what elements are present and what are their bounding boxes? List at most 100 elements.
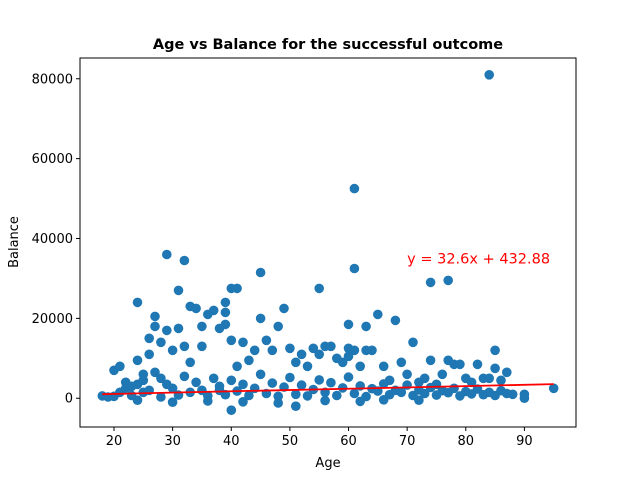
- scatter-point: [220, 307, 231, 318]
- regression-equation-label: y = 32.6x + 432.88: [407, 251, 550, 267]
- scatter-point: [378, 361, 389, 372]
- scatter-point: [472, 359, 483, 370]
- scatter-point: [267, 345, 278, 356]
- x-axis-ticks: 20 30 40 50 60 70 80 90: [106, 427, 533, 449]
- scatter-point: [314, 283, 325, 294]
- scatter-point: [455, 359, 465, 370]
- scatter-point: [150, 367, 160, 378]
- scatter-point: [115, 361, 125, 372]
- scatter-point: [226, 405, 237, 416]
- scatter-point: [502, 388, 512, 399]
- scatter-point: [173, 285, 184, 296]
- scatter-point: [179, 255, 190, 266]
- scatter-point: [291, 389, 301, 400]
- scatter-point: [285, 343, 295, 354]
- scatter-point: [232, 283, 242, 294]
- scatter-point: [337, 383, 348, 393]
- scatter-point: [296, 380, 307, 390]
- scatter-point: [156, 392, 166, 402]
- scatter-point: [425, 277, 436, 288]
- scatter-point: [138, 375, 149, 386]
- scatter-point: [437, 369, 448, 380]
- scatter-point: [238, 397, 248, 407]
- scatter-point: [402, 380, 412, 390]
- scatter-point: [419, 388, 430, 399]
- y-axis-ticks: 0 20000 40000 60000 80000: [32, 72, 80, 407]
- scatter-point: [132, 355, 143, 366]
- x-tick-label: 60: [340, 434, 357, 449]
- scatter-point: [378, 395, 389, 405]
- scatter-point: [220, 319, 231, 330]
- scatter-point: [332, 390, 342, 401]
- scatter-point: [396, 387, 407, 398]
- scatter-point: [132, 395, 143, 406]
- scatter-point: [191, 303, 201, 314]
- scatter-point: [162, 249, 172, 260]
- scatter-point: [255, 313, 266, 324]
- scatter-point: [337, 357, 348, 368]
- scatter-point: [150, 311, 160, 322]
- scatter-point: [302, 361, 313, 372]
- scatter-point: [443, 275, 454, 286]
- scatter-point: [314, 375, 325, 385]
- scatter-point: [150, 321, 160, 332]
- scatter-point: [496, 375, 506, 386]
- scatter-point: [343, 351, 354, 362]
- scatter-point: [349, 345, 360, 356]
- x-tick-label: 70: [399, 434, 416, 449]
- scatter-point: [208, 373, 219, 384]
- scatter-point: [232, 361, 242, 372]
- y-tick-label: 20000: [32, 312, 73, 327]
- scatter-point: [249, 345, 260, 356]
- scatter-point: [484, 70, 495, 80]
- scatter-point: [349, 388, 360, 399]
- y-axis-label: Balance: [7, 216, 22, 268]
- scatter-point: [244, 355, 254, 366]
- scatter-point: [120, 377, 131, 388]
- scatter-point: [167, 397, 178, 408]
- x-tick-label: 30: [164, 434, 181, 449]
- scatter-point: [414, 395, 424, 406]
- scatter-point: [320, 395, 330, 406]
- scatter-points: [97, 70, 559, 416]
- scatter-point: [490, 345, 500, 356]
- x-tick-label: 80: [458, 434, 475, 449]
- scatter-point: [255, 369, 266, 380]
- scatter-point: [156, 373, 166, 384]
- scatter-point: [378, 379, 389, 389]
- trendline-group: [102, 383, 554, 396]
- scatter-point: [185, 357, 195, 368]
- scatter-point: [355, 361, 366, 372]
- scatter-point: [355, 396, 366, 407]
- scatter-point: [343, 372, 354, 382]
- scatter-point: [548, 383, 559, 394]
- scatter-point: [273, 398, 284, 408]
- scatter-point: [484, 373, 495, 384]
- scatter-point: [291, 401, 301, 412]
- scatter-point: [226, 335, 237, 346]
- scatter-point: [466, 377, 477, 388]
- scatter-point: [367, 345, 377, 356]
- scatter-point: [396, 357, 407, 368]
- scatter-point: [390, 315, 401, 326]
- plot-frame: [79, 57, 577, 428]
- scatter-point: [167, 383, 178, 394]
- x-axis-label: Age: [315, 456, 340, 471]
- scatter-point: [279, 303, 289, 314]
- scatter-point: [162, 325, 172, 336]
- scatter-point: [208, 305, 219, 316]
- scatter-point: [402, 369, 412, 380]
- scatter-point: [449, 383, 459, 394]
- scatter-point: [349, 183, 360, 194]
- x-tick-label: 40: [223, 434, 240, 449]
- scatter-point: [408, 337, 418, 348]
- scatter-point: [291, 357, 301, 368]
- scatter-point: [244, 390, 254, 401]
- scatter-point: [419, 373, 430, 384]
- y-tick-label: 40000: [32, 232, 73, 247]
- scatter-point: [220, 297, 231, 308]
- x-tick-label: 20: [106, 434, 123, 449]
- scatter-point: [238, 337, 248, 348]
